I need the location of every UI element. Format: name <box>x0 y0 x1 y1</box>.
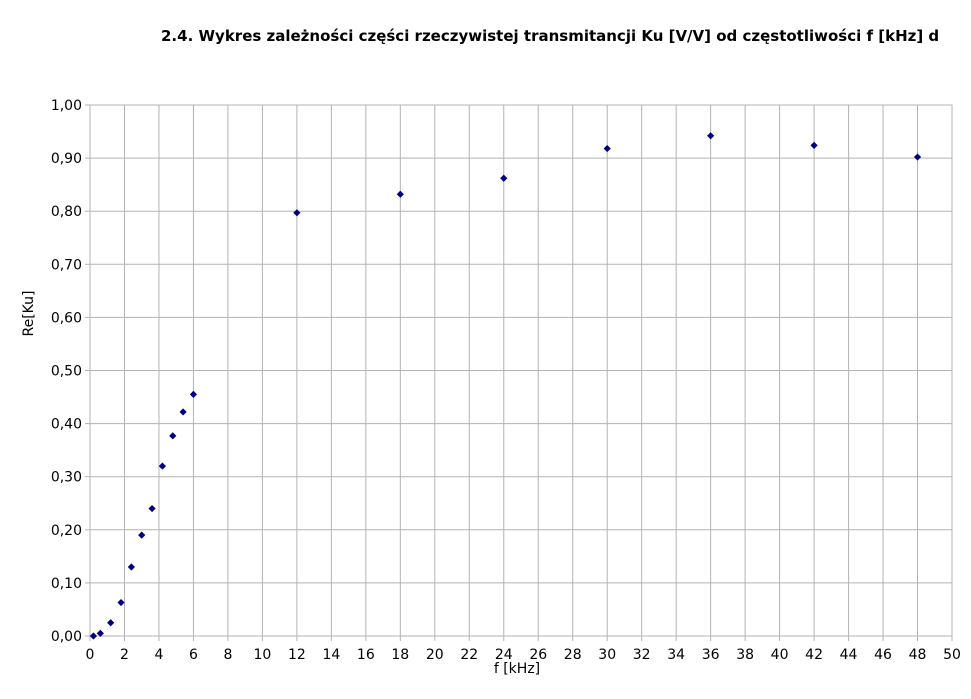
y-tick-label: 1,00 <box>51 98 82 114</box>
x-tick-label: 28 <box>564 647 582 663</box>
x-tick-label: 42 <box>805 647 823 663</box>
data-point <box>293 209 301 217</box>
y-tick-label: 0,00 <box>51 629 82 645</box>
data-point <box>810 141 818 149</box>
x-tick-label: 48 <box>909 647 927 663</box>
y-tick-label: 0,50 <box>51 364 82 380</box>
x-tick-label: 46 <box>874 647 892 663</box>
data-point <box>169 432 177 440</box>
x-tick-label: 10 <box>253 647 271 663</box>
x-tick-label: 34 <box>667 647 685 663</box>
x-tick-label: 30 <box>598 647 616 663</box>
x-tick-label: 40 <box>771 647 789 663</box>
data-point <box>117 598 125 607</box>
x-tick-label: 22 <box>460 647 478 663</box>
x-tick-label: 26 <box>529 647 547 663</box>
x-tick-label: 0 <box>86 647 95 663</box>
x-tick-label: 38 <box>736 647 754 663</box>
data-point <box>396 190 404 198</box>
data-point <box>707 132 715 140</box>
x-tick-label: 16 <box>357 647 375 663</box>
data-point <box>89 632 98 640</box>
y-tick-label: 0,60 <box>51 310 82 326</box>
grid-lines <box>89 104 953 637</box>
data-point <box>913 153 922 161</box>
x-axis-title: f [kHz] <box>494 661 540 677</box>
data-point <box>138 531 146 539</box>
x-tick-label: 12 <box>288 647 306 663</box>
y-tick-label: 0,90 <box>51 151 82 167</box>
x-tick-label: 24 <box>495 647 513 663</box>
data-point <box>500 174 508 182</box>
x-tick-label: 2 <box>120 647 129 663</box>
x-tick-label: 32 <box>633 647 651 663</box>
plot-border <box>89 104 953 637</box>
y-tick-label: 0,70 <box>51 257 82 273</box>
y-axis-title: Re[Ku] <box>21 291 37 337</box>
data-point <box>189 390 198 398</box>
data-point <box>179 408 187 416</box>
axes <box>85 104 953 641</box>
x-tick-label: 18 <box>391 647 409 663</box>
x-tick-label: 50 <box>943 647 961 663</box>
data-point <box>107 619 115 627</box>
data-point <box>603 144 611 153</box>
x-tick-label: 4 <box>154 647 163 663</box>
data-point <box>148 504 156 513</box>
data-point <box>96 629 104 637</box>
y-tick-label: 0,20 <box>51 523 82 539</box>
x-tick-label: 8 <box>223 647 232 663</box>
data-points <box>89 132 922 640</box>
data-point <box>127 563 135 571</box>
y-tick-labels: 0,00 0,10 0,20 0,30 0,40 0,50 0,60 0,70 0,80 0,90… <box>51 98 82 645</box>
y-tick-label: 0,40 <box>51 417 82 433</box>
y-tick-label: 0,80 <box>51 204 82 220</box>
chart-title: 2.4. Wykres zależności części rzeczywist… <box>161 27 940 45</box>
x-tick-label: 6 <box>189 647 198 663</box>
y-tick-label: 0,30 <box>51 470 82 486</box>
x-tick-label: 36 <box>702 647 720 663</box>
x-tick-label: 44 <box>840 647 858 663</box>
y-tick-label: 0,10 <box>51 576 82 592</box>
x-tick-label: 14 <box>322 647 340 663</box>
x-tick-label: 20 <box>426 647 444 663</box>
x-tick-labels: 0 2 4 6 8 10 12 14 16 18 20 22 24 26 28 30 32 34 36 38 40 42 4… <box>86 647 961 663</box>
data-point <box>158 462 167 470</box>
